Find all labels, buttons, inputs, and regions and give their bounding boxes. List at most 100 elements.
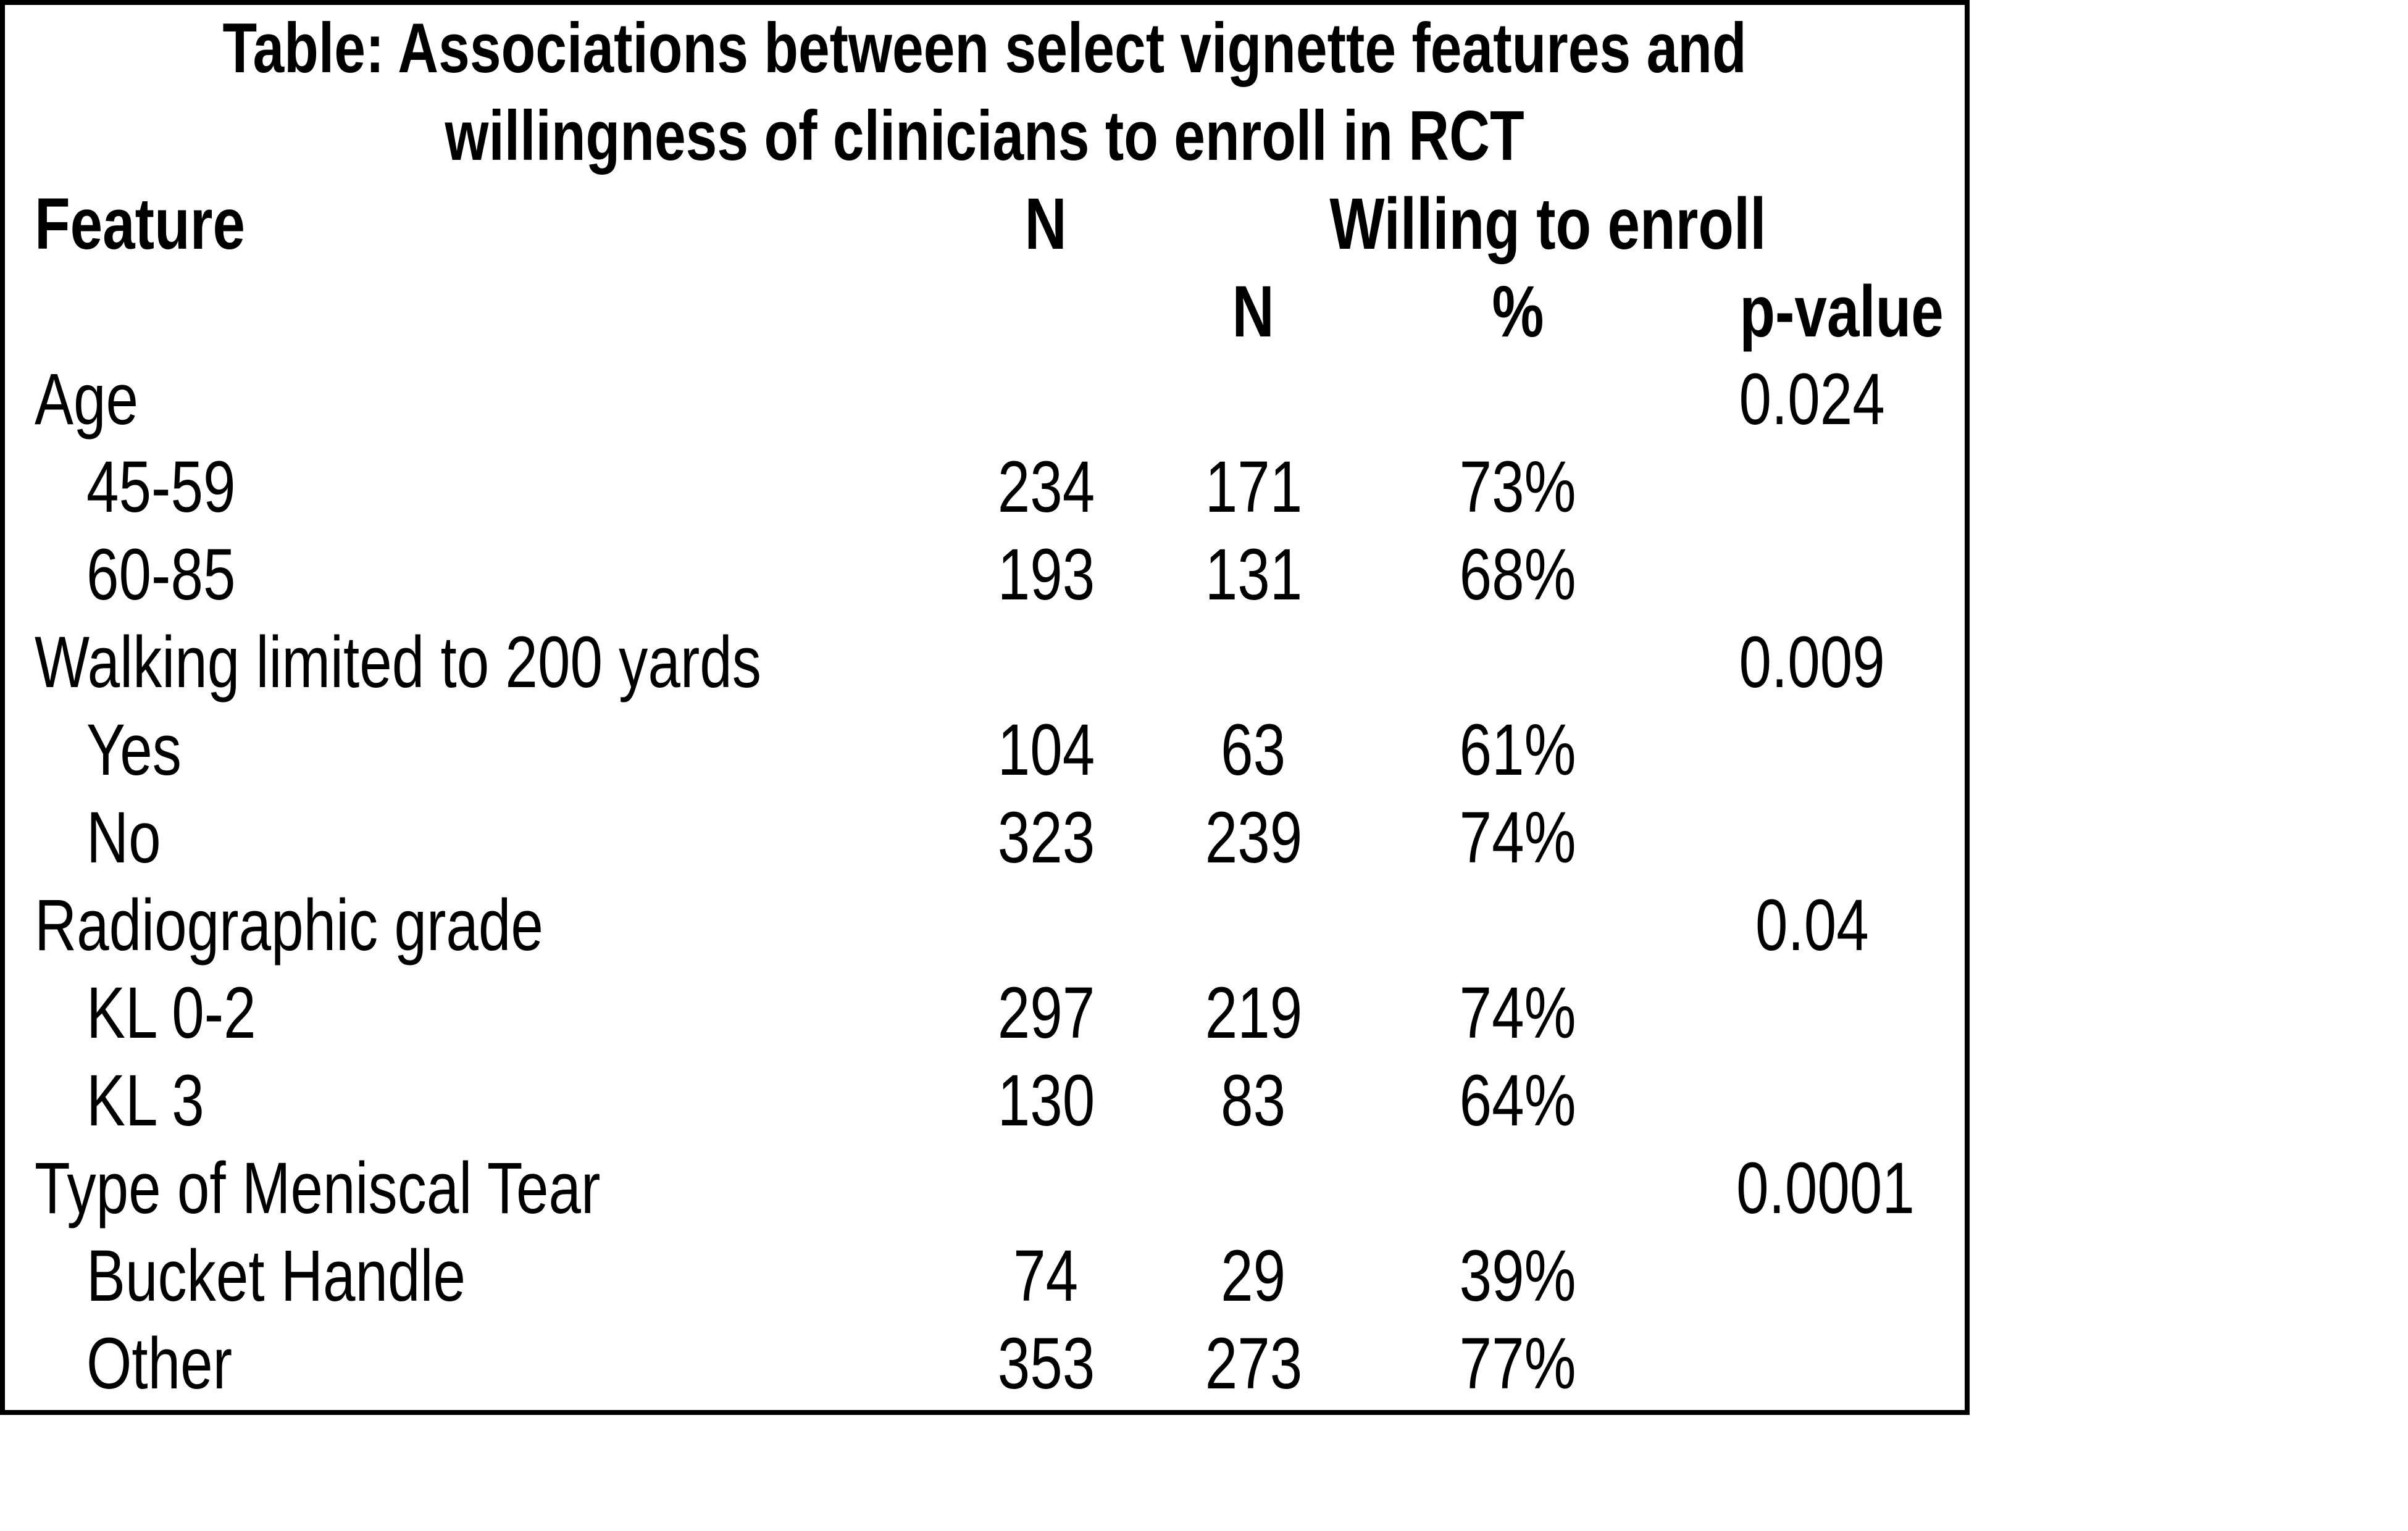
cell-p-value-text: 0.009	[1739, 622, 1886, 703]
cell-feature: Bucket Handle	[5, 1232, 906, 1320]
cell-n-text: 353	[997, 1323, 1095, 1404]
cell-feature-text: KL 0-2	[86, 972, 256, 1054]
cell-pct	[1321, 619, 1714, 706]
cell-feature: No	[5, 794, 906, 882]
table-title-line1-text: Table: Associations between select vigne…	[222, 9, 1747, 88]
cell-willing-n-text: 29	[1221, 1235, 1286, 1317]
cell-feature-text: KL 3	[86, 1060, 204, 1141]
col-header-willing-pct: %	[1321, 268, 1714, 356]
cell-willing-n-text: 131	[1205, 534, 1302, 615]
cell-feature: 45-59	[5, 443, 906, 531]
cell-n-text: 193	[997, 534, 1095, 615]
cell-n: 193	[906, 531, 1185, 619]
cell-pct: 61%	[1321, 706, 1714, 794]
cell-p-value	[1714, 794, 1910, 882]
table-row: 60-85 193 131 68%	[5, 531, 1965, 619]
cell-pct	[1321, 882, 1714, 969]
table-header-row-2: N % p-value	[5, 268, 1965, 356]
cell-pct-text: 68%	[1459, 534, 1576, 615]
cell-pct: 74%	[1321, 969, 1714, 1057]
cell-willing-n	[1185, 619, 1321, 706]
cell-feature: Walking limited to 200 yards	[5, 619, 906, 706]
col-header-willing-pct-text: %	[1492, 271, 1544, 353]
cell-feature-text: Walking limited to 200 yards	[35, 622, 762, 703]
cell-pct: 77%	[1321, 1320, 1714, 1408]
cell-p-value	[1714, 531, 1910, 619]
cell-n-text: 234	[997, 446, 1095, 528]
cell-feature-text: Age	[35, 359, 138, 440]
col-header-spacer-2	[906, 268, 1185, 356]
cell-willing-n: 29	[1185, 1232, 1321, 1320]
cell-p-value: 0.024	[1714, 356, 1910, 443]
table-row: Age 0.024	[5, 356, 1965, 443]
table-row: Other 353 273 77%	[5, 1320, 1965, 1408]
table-row: Yes 104 63 61%	[5, 706, 1965, 794]
cell-feature-text: Bucket Handle	[86, 1235, 466, 1317]
table-row: KL 0-2 297 219 74%	[5, 969, 1965, 1057]
cell-n-text: 323	[997, 797, 1095, 878]
cell-n: 130	[906, 1057, 1185, 1145]
cell-n: 323	[906, 794, 1185, 882]
col-header-p-value: p-value	[1714, 268, 1944, 356]
cell-feature: Yes	[5, 706, 906, 794]
cell-p-value	[1714, 969, 1910, 1057]
cell-pct: 39%	[1321, 1232, 1714, 1320]
table-title-line2: willingness of clinicians to enroll in R…	[5, 93, 1965, 180]
cell-n-text: 74	[1013, 1235, 1079, 1317]
col-header-feature: Feature	[5, 180, 906, 268]
cell-feature: Age	[5, 356, 906, 443]
table-row: No 323 239 74%	[5, 794, 1965, 882]
cell-willing-n-text: 219	[1205, 972, 1302, 1054]
col-header-willing-n-text: N	[1232, 271, 1275, 353]
table-row: Bucket Handle 74 29 39%	[5, 1232, 1965, 1320]
cell-n	[906, 882, 1185, 969]
cell-willing-n-text: 171	[1205, 446, 1302, 528]
table-row: Radiographic grade 0.04	[5, 882, 1965, 969]
cell-willing-n-text: 83	[1221, 1060, 1286, 1141]
cell-p-value: 0.04	[1714, 882, 1910, 969]
cell-willing-n: 63	[1185, 706, 1321, 794]
table-title-line1: Table: Associations between select vigne…	[5, 5, 1965, 93]
cell-p-value: 0.009	[1714, 619, 1910, 706]
col-header-p-value-text: p-value	[1739, 271, 1944, 353]
cell-feature-text: Radiographic grade	[35, 885, 543, 966]
cell-pct-text: 39%	[1459, 1235, 1576, 1317]
cell-pct	[1321, 356, 1714, 443]
cell-p-value	[1714, 1232, 1910, 1320]
cell-willing-n-text: 273	[1205, 1323, 1302, 1404]
cell-pct-text: 64%	[1459, 1060, 1576, 1141]
cell-willing-n: 131	[1185, 531, 1321, 619]
table-row: Type of Meniscal Tear 0.0001	[5, 1145, 1965, 1232]
cell-p-value	[1714, 1057, 1910, 1145]
cell-p-value: 0.0001	[1714, 1145, 1915, 1232]
cell-n: 104	[906, 706, 1185, 794]
col-header-willing-n: N	[1185, 268, 1321, 356]
cell-willing-n	[1185, 356, 1321, 443]
table-row: 45-59 234 171 73%	[5, 443, 1965, 531]
cell-willing-n: 171	[1185, 443, 1321, 531]
table-header-row-1: Feature N Willing to enroll	[5, 180, 1965, 268]
col-header-willing-to-enroll-text: Willing to enroll	[1329, 183, 1766, 265]
table-body: Age 0.024 45-59 234 171 73% 60-85 193 131 68% Walk…	[5, 356, 1965, 1408]
cell-n: 74	[906, 1232, 1185, 1320]
cell-feature-text: 60-85	[86, 534, 236, 615]
cell-feature: 60-85	[5, 531, 906, 619]
cell-pct-text: 74%	[1459, 972, 1576, 1054]
cell-pct	[1321, 1145, 1714, 1232]
col-header-n-text: N	[1024, 183, 1068, 265]
cell-feature-text: No	[86, 797, 161, 878]
cell-willing-n: 239	[1185, 794, 1321, 882]
cell-n-text: 130	[997, 1060, 1095, 1141]
cell-n	[906, 356, 1185, 443]
cell-willing-n: 219	[1185, 969, 1321, 1057]
cell-feature-text: 45-59	[86, 446, 236, 528]
cell-p-value-text: 0.04	[1755, 885, 1869, 966]
cell-n: 297	[906, 969, 1185, 1057]
cell-feature-text: Yes	[86, 709, 182, 791]
cell-pct-text: 77%	[1459, 1323, 1576, 1404]
table-title-line2-text: willingness of clinicians to enroll in R…	[445, 97, 1525, 175]
cell-feature-text: Other	[86, 1323, 233, 1404]
cell-n-text: 104	[997, 709, 1095, 791]
cell-n: 234	[906, 443, 1185, 531]
